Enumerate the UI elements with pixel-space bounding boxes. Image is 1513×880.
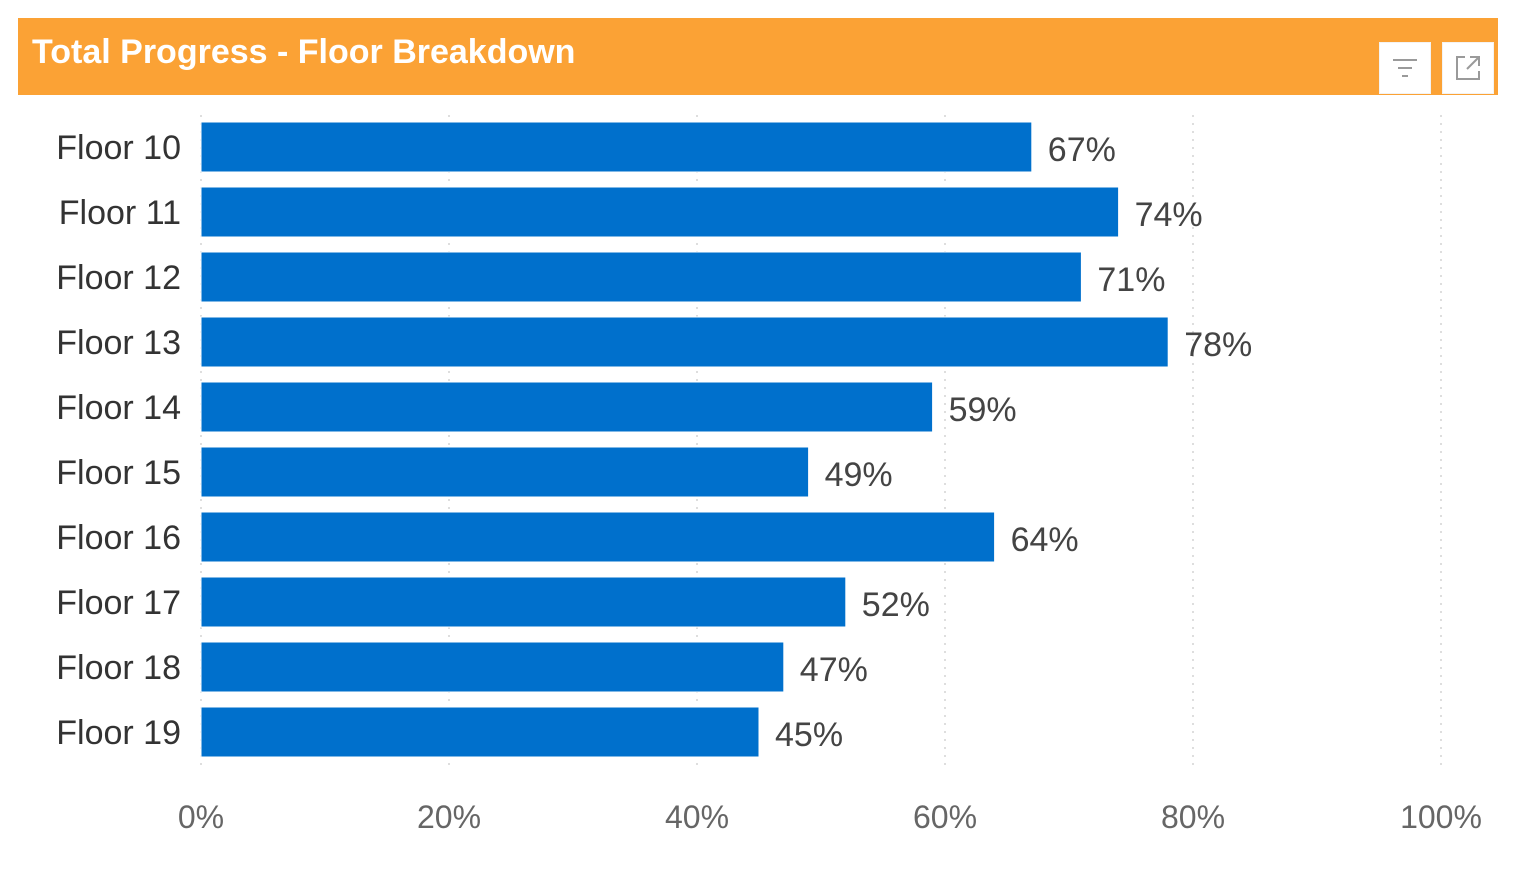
bar[interactable]: [200, 641, 785, 693]
category-label: Floor 15: [56, 454, 181, 492]
bar[interactable]: [200, 186, 1120, 238]
category-label: Floor 10: [56, 129, 181, 167]
filter-button[interactable]: [1379, 42, 1431, 94]
data-labels: 67% 74% 71% 78% 59% 49% 64% 52% 47% 45%: [775, 131, 1252, 754]
x-tick-label: 80%: [1161, 799, 1225, 835]
data-label: 67%: [1048, 131, 1116, 169]
data-label: 64%: [1011, 521, 1079, 559]
data-label: 78%: [1184, 326, 1252, 364]
bar[interactable]: [200, 121, 1033, 173]
data-label: 52%: [862, 586, 930, 624]
x-tick-label: 40%: [665, 799, 729, 835]
category-label: Floor 14: [56, 389, 181, 427]
data-label: 45%: [775, 716, 843, 754]
category-label: Floor 19: [56, 714, 181, 752]
x-tick-label: 20%: [417, 799, 481, 835]
category-label: Floor 16: [56, 519, 181, 557]
bar[interactable]: [200, 381, 934, 433]
panel-header: Total Progress - Floor Breakdown: [18, 18, 1498, 95]
bar[interactable]: [200, 446, 810, 498]
data-label: 71%: [1097, 261, 1165, 299]
bar[interactable]: [200, 706, 760, 758]
x-axis-ticks: 0% 20% 40% 60% 80% 100%: [178, 799, 1482, 835]
bar[interactable]: [200, 576, 847, 628]
x-tick-label: 100%: [1400, 799, 1482, 835]
bars: [200, 121, 1169, 758]
data-label: 59%: [949, 391, 1017, 429]
x-tick-label: 0%: [178, 799, 224, 835]
category-label: Floor 12: [56, 259, 181, 297]
category-labels: Floor 10 Floor 11 Floor 12 Floor 13 Floor 14…: [56, 129, 181, 752]
panel-title: Total Progress - Floor Breakdown: [32, 33, 576, 71]
bar[interactable]: [200, 511, 996, 563]
expand-button[interactable]: [1442, 42, 1494, 94]
x-tick-label: 60%: [913, 799, 977, 835]
data-label: 47%: [800, 651, 868, 689]
category-label: Floor 18: [56, 649, 181, 687]
category-label: Floor 17: [56, 584, 181, 622]
data-label: 49%: [825, 456, 893, 494]
data-label: 74%: [1135, 196, 1203, 234]
filter-icon: [1393, 59, 1417, 77]
category-label: Floor 13: [56, 324, 181, 362]
bar[interactable]: [200, 251, 1082, 303]
category-label: Floor 11: [59, 194, 181, 232]
bar[interactable]: [200, 316, 1169, 368]
expand-icon: [1456, 56, 1480, 80]
